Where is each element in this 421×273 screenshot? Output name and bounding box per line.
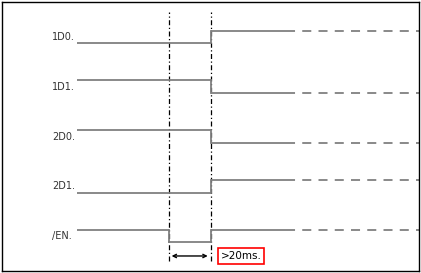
Text: >20ms.: >20ms. [221, 251, 262, 261]
Text: 1D0.: 1D0. [52, 32, 75, 42]
Text: 1D1.: 1D1. [52, 82, 75, 92]
Text: /EN.: /EN. [52, 231, 72, 241]
Text: 2D1.: 2D1. [52, 181, 75, 191]
Text: 2D0.: 2D0. [52, 132, 75, 141]
